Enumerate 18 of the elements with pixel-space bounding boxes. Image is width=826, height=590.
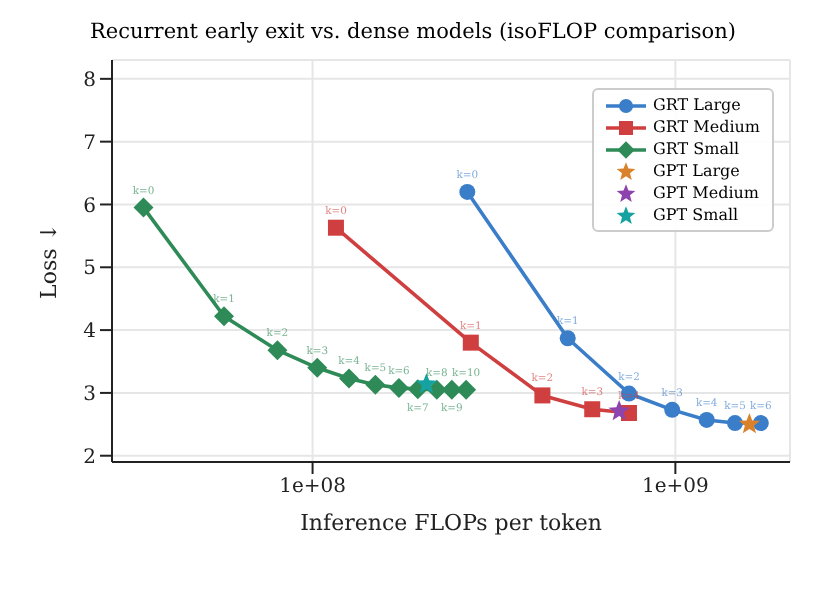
- y-tick-label: 8: [83, 69, 96, 92]
- legend-label: GPT Large: [653, 162, 740, 180]
- legend-label: GPT Small: [653, 206, 739, 224]
- legend-label: GRT Medium: [653, 118, 760, 136]
- y-tick-label: 7: [83, 132, 96, 155]
- legend-label: GRT Large: [653, 96, 741, 114]
- x-tick-label: 1e+08: [279, 476, 346, 499]
- y-tick-label: 2: [83, 446, 96, 469]
- y-tick-label: 4: [83, 321, 96, 344]
- x-tick-label: 1e+09: [641, 476, 709, 499]
- legend-label: GPT Medium: [653, 184, 759, 202]
- y-axis-title: Loss ↓: [35, 223, 62, 299]
- legend-label: GRT Small: [653, 140, 740, 158]
- y-tick-label: 6: [83, 195, 96, 218]
- y-tick-label: 5: [83, 258, 96, 281]
- y-tick-label: 3: [83, 384, 96, 407]
- chart-title: Recurrent early exit vs. dense models (isoFLOP comparison): [88, 20, 738, 44]
- x-axis-title: Inference FLOPs per token: [300, 510, 602, 536]
